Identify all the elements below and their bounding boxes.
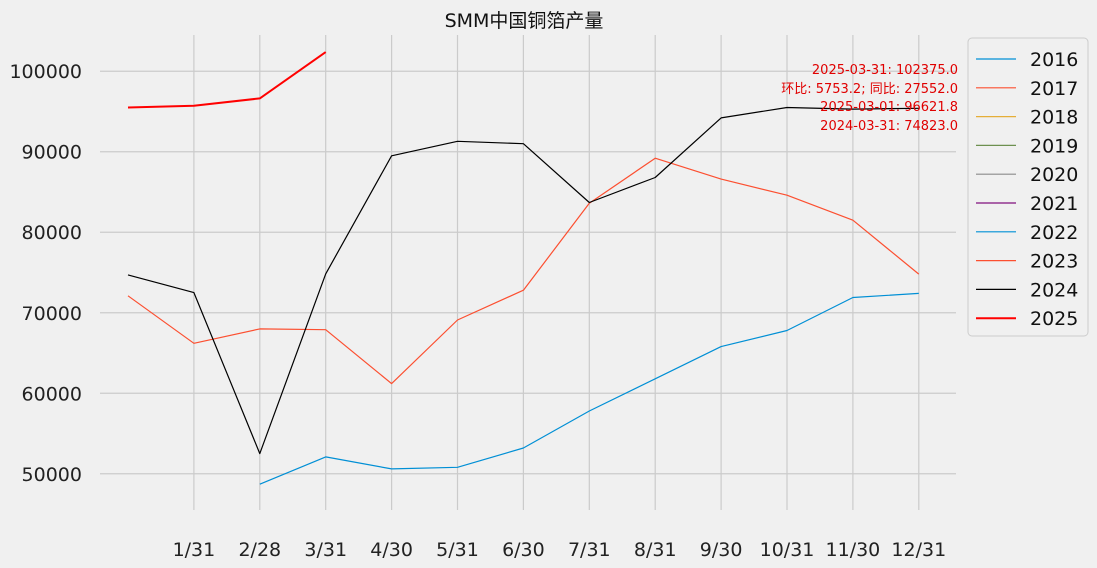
x-tick-label-10: 11/30 (826, 539, 881, 561)
legend-label-2025: 2025 (1030, 308, 1078, 330)
y-tick-label-1: 60000 (22, 383, 82, 405)
legend-label-2018: 2018 (1030, 107, 1078, 129)
x-tick-label-9: 10/31 (760, 539, 815, 561)
annotations: 2025-03-31: 102375.0 环比: 5753.2; 同比: 275… (781, 63, 958, 134)
x-tick-label-5: 6/30 (502, 539, 545, 561)
legend-label-2023: 2023 (1030, 251, 1078, 273)
x-tick-label-3: 4/30 (370, 539, 413, 561)
series-line-2025 (127, 51, 327, 109)
annotation-line-1: 2025-03-31: 102375.0 (812, 63, 958, 78)
legend-label-2024: 2024 (1030, 279, 1078, 301)
legend-frame (967, 37, 1089, 337)
y-tick-label-3: 80000 (22, 222, 82, 244)
legend-label-2017: 2017 (1030, 78, 1078, 100)
x-tick-label-1: 2/28 (238, 539, 281, 561)
y-axis: 50000 60000 70000 80000 90000 100000 (9, 61, 82, 486)
y-tick-label-4: 90000 (22, 142, 82, 164)
y-tick-label-2: 70000 (22, 303, 82, 325)
x-tick-label-8: 9/30 (700, 539, 743, 561)
x-tick-label-4: 5/31 (436, 539, 479, 561)
legend: 2016 2017 2018 2019 2020 2021 2022 2023 2024 2025 (967, 37, 1089, 337)
legend-label-2016: 2016 (1030, 49, 1078, 71)
x-tick-label-2: 3/31 (304, 539, 347, 561)
grid (100, 35, 956, 510)
y-tick-label-5: 100000 (9, 61, 82, 83)
x-tick-label-7: 8/31 (634, 539, 677, 561)
y-tick-label-0: 50000 (22, 464, 82, 486)
x-axis: 1/31 2/28 3/31 4/30 5/31 6/30 7/31 8/31 9/30 10/3… (173, 539, 947, 561)
series-line-2024 (127, 106, 919, 455)
series-line-2022 (259, 292, 919, 485)
annotation-line-2: 环比: 5753.2; 同比: 27552.0 (781, 82, 958, 97)
annotation-line-3: 2025-03-01: 96621.8 (820, 100, 958, 115)
chart-title: SMM中国铜箔产量 (445, 10, 604, 32)
legend-label-2021: 2021 (1030, 193, 1078, 215)
x-tick-label-6: 7/31 (568, 539, 611, 561)
series-line-2023 (127, 157, 920, 385)
legend-label-2020: 2020 (1030, 164, 1078, 186)
legend-label-2022: 2022 (1030, 222, 1078, 244)
annotation-line-4: 2024-03-31: 74823.0 (820, 119, 958, 134)
series-lines (127, 51, 920, 485)
x-tick-label-11: 12/31 (891, 539, 946, 561)
x-tick-label-0: 1/31 (173, 539, 216, 561)
legend-label-2019: 2019 (1030, 135, 1078, 157)
